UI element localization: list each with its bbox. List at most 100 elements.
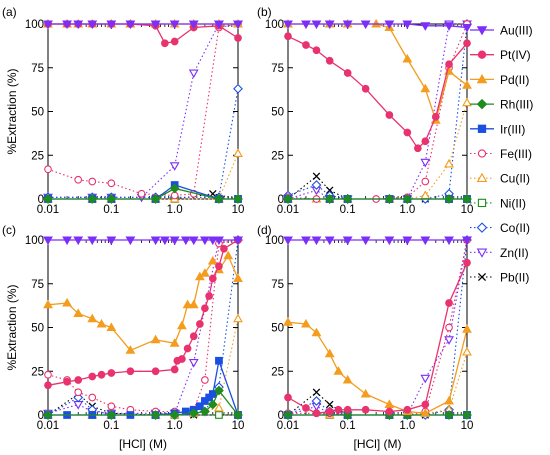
data-point-ptiv: [385, 111, 394, 119]
data-point-ptiv: [44, 381, 52, 390]
data-point-auiii: [180, 236, 191, 246]
data-point-ptiv: [205, 292, 213, 300]
data-point-auiii: [87, 20, 98, 30]
data-point-iriii: [215, 356, 223, 365]
data-point-auiii: [43, 20, 53, 30]
data-point-pdii: [43, 299, 53, 309]
y-tick-label: 100: [25, 19, 44, 31]
y-tick-label: 75: [271, 63, 284, 75]
data-point-feiii: [107, 179, 116, 188]
data-point-ptiv: [170, 37, 179, 46]
x-tick-label: 0.01: [37, 420, 59, 432]
panel-label: (d): [257, 223, 272, 237]
data-point-rhiii: [324, 194, 335, 204]
x-tick-label: 0.1: [340, 420, 356, 432]
legend-marker: [477, 50, 487, 59]
x-axis-label: [HCl] (M): [354, 437, 402, 451]
legend-item-coii: Co(II): [470, 221, 530, 235]
data-point-ptiv: [220, 244, 228, 253]
series-feiii: [44, 20, 242, 200]
data-point-pdii: [444, 395, 454, 405]
data-point-ptiv: [88, 372, 97, 381]
data-point-pdii: [125, 345, 136, 354]
data-point-auiii: [444, 22, 454, 31]
data-point-auiii: [62, 20, 72, 30]
y-axis-label: %Extraction (%): [5, 284, 19, 370]
data-point-auiii: [462, 236, 472, 246]
data-point-auiii: [342, 20, 353, 30]
series-line-feiii: [47, 239, 239, 413]
data-point-niii: [215, 411, 223, 419]
legend-marker: [476, 248, 488, 258]
series-auiii: [43, 20, 243, 30]
legend-label: Pt(IV): [500, 48, 531, 62]
data-point-pdii: [176, 320, 187, 330]
data-point-rhiii: [43, 194, 53, 204]
x-tick-label: 1.0: [167, 204, 183, 216]
data-point-rhiii: [150, 194, 161, 204]
data-point-pdii: [462, 324, 472, 333]
data-point-ptiv: [201, 304, 209, 313]
panel-label: (b): [257, 5, 272, 19]
data-point-ptiv: [151, 367, 160, 376]
data-point-ptiv: [431, 112, 440, 121]
data-point-rhiii: [214, 385, 224, 396]
series-line-znii: [287, 239, 468, 416]
data-point-znii: [420, 374, 431, 384]
data-point-ptiv: [385, 407, 394, 416]
x-tick-label: 0.1: [103, 204, 119, 216]
y-tick-label: 100: [265, 235, 284, 247]
data-point-pdii: [360, 388, 371, 398]
data-point-znii: [420, 158, 431, 168]
data-point-feiii: [44, 370, 52, 379]
data-point-pdii: [342, 374, 353, 384]
data-point-pdii: [207, 255, 218, 265]
data-point-rhiii: [169, 183, 180, 194]
legend-label: Pb(II): [500, 271, 529, 285]
data-point-feiii: [88, 393, 97, 402]
data-point-ptiv: [343, 69, 352, 77]
data-point-cuii: [214, 402, 224, 412]
data-point-iriii: [196, 402, 204, 411]
panel-label: (a): [2, 5, 17, 19]
series-rhiii: [43, 183, 243, 204]
data-point-rhiii: [462, 194, 472, 204]
x-tick-label: 0.01: [277, 420, 299, 432]
y-tick-label: 25: [31, 150, 44, 162]
data-point-ptiv: [302, 41, 310, 49]
data-point-pdii: [462, 80, 472, 89]
data-point-ptiv: [361, 84, 370, 93]
y-tick-label: 75: [271, 279, 284, 291]
legend-item-ptiv: Pt(IV): [470, 48, 531, 62]
data-point-ptiv: [284, 32, 292, 41]
y-tick-label: 0: [278, 410, 284, 422]
data-point-auiii: [188, 20, 199, 30]
data-point-ptiv: [445, 299, 453, 307]
data-point-auiii: [169, 236, 180, 246]
data-point-rhiii: [384, 194, 395, 204]
data-point-auiii: [188, 236, 199, 246]
data-point-feiii: [107, 402, 116, 411]
data-point-rhiii: [106, 194, 117, 204]
legend-item-feiii: Fe(III): [470, 147, 532, 161]
data-point-pdii: [420, 408, 431, 417]
legend-marker: [476, 98, 488, 110]
data-point-auiii: [360, 236, 371, 246]
data-point-znii: [444, 336, 454, 345]
y-tick-label: 100: [25, 235, 44, 247]
data-point-ptiv: [107, 369, 116, 377]
data-point-auiii: [420, 22, 431, 31]
data-point-pdii: [73, 308, 84, 318]
data-point-ptiv: [178, 355, 186, 363]
data-point-rhiii: [283, 410, 293, 420]
data-point-rhiii: [233, 194, 243, 204]
data-point-auiii: [283, 20, 293, 30]
data-point-auiii: [214, 20, 224, 30]
series-line-feiii: [47, 23, 239, 197]
data-point-rhiii: [233, 410, 243, 420]
data-point-auiii: [150, 20, 161, 30]
data-point-ptiv: [170, 365, 179, 374]
